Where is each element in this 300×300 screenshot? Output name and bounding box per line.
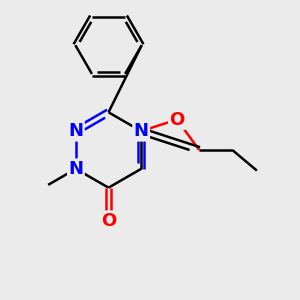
Text: O: O — [101, 212, 116, 230]
Text: N: N — [68, 122, 83, 140]
Text: N: N — [68, 160, 83, 178]
Text: N: N — [134, 122, 149, 140]
Text: O: O — [169, 110, 184, 128]
